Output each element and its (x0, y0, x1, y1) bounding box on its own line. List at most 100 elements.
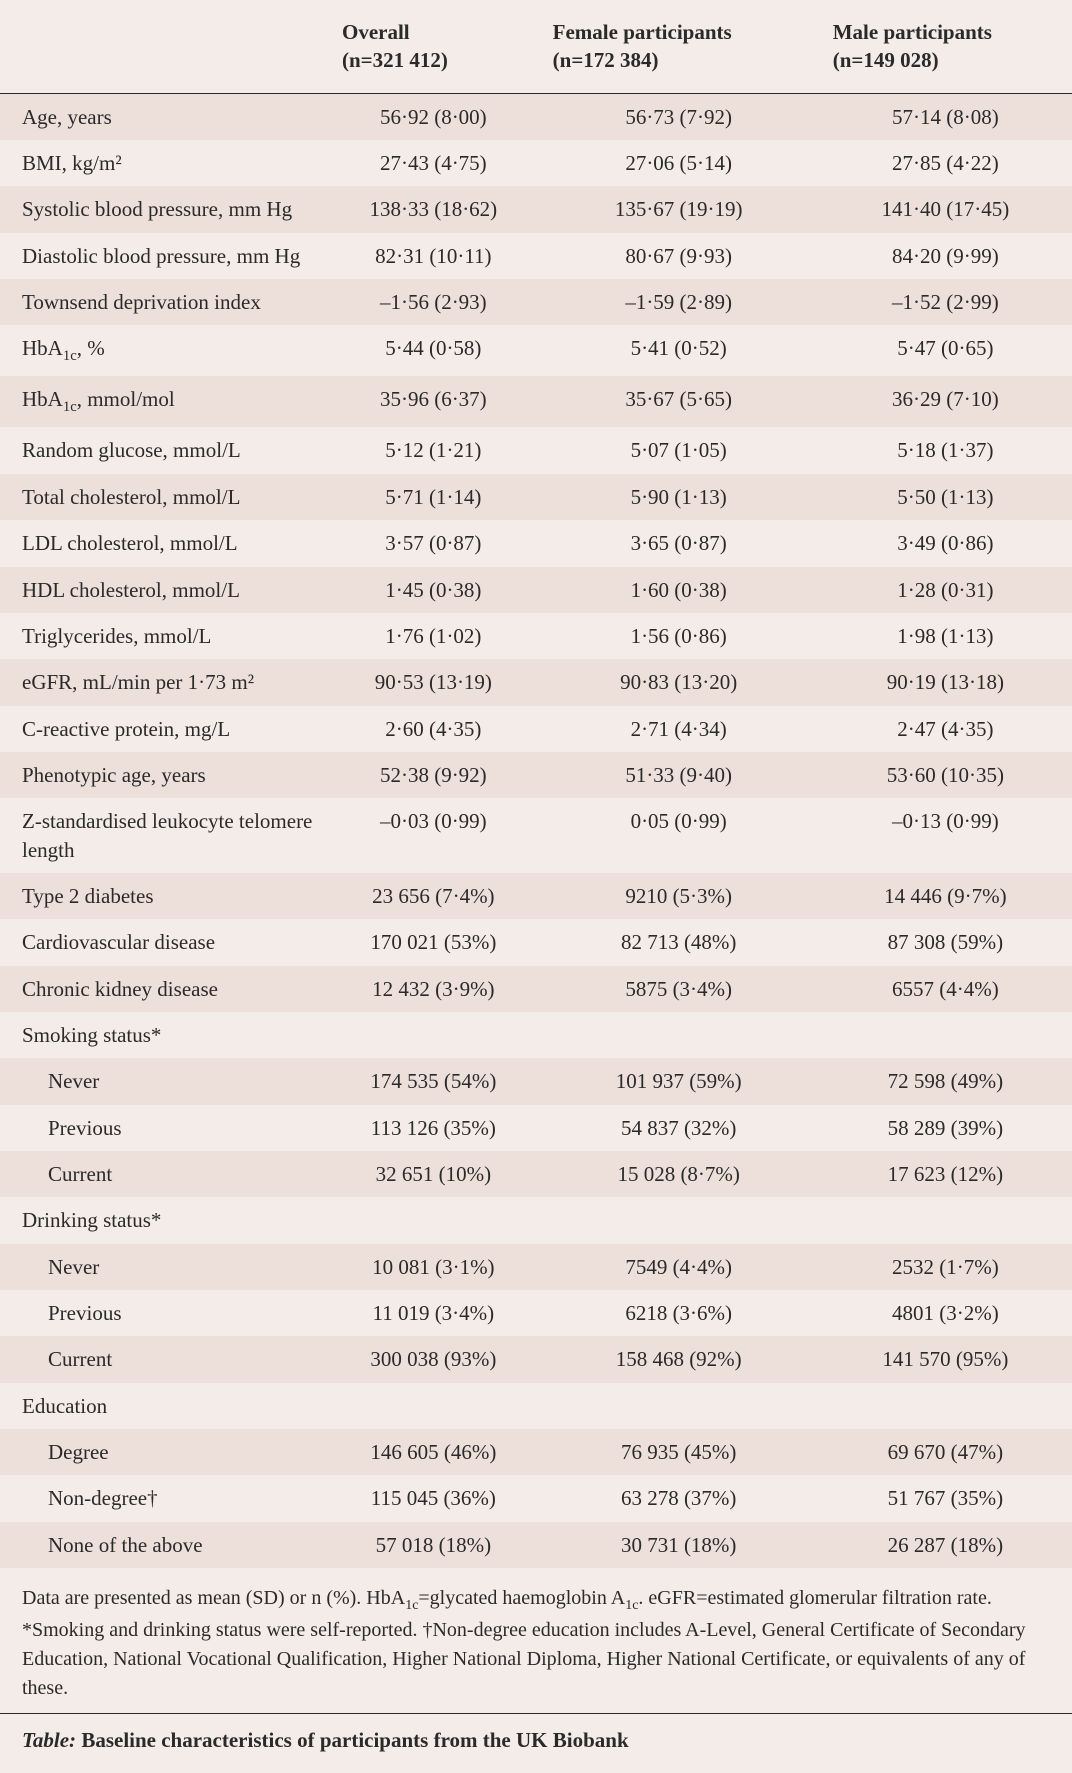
table-row: Z-standardised leukocyte telomere length… (0, 798, 1072, 873)
cell-overall: 3·57 (0·87) (328, 520, 539, 566)
cell-male: 17 623 (12%) (819, 1151, 1072, 1197)
row-label: Type 2 diabetes (0, 873, 328, 919)
cell-female: 135·67 (19·19) (539, 186, 819, 232)
cell-female: 80·67 (9·93) (539, 233, 819, 279)
table-row: Smoking status* (0, 1012, 1072, 1058)
table-row: BMI, kg/m²27·43 (4·75)27·06 (5·14)27·85 … (0, 140, 1072, 186)
cell-female: 7549 (4·4%) (539, 1244, 819, 1290)
cell-male: 90·19 (13·18) (819, 659, 1072, 705)
table-caption: Table: Baseline characteristics of parti… (0, 1714, 1072, 1773)
cell-female: 5·07 (1·05) (539, 427, 819, 473)
row-label: Townsend deprivation index (0, 279, 328, 325)
header-female: Female participants (n=172 384) (539, 0, 819, 93)
cell-male: 58 289 (39%) (819, 1105, 1072, 1151)
cell-male: 141 570 (95%) (819, 1336, 1072, 1382)
cell-female: 15 028 (8·7%) (539, 1151, 819, 1197)
cell-overall: 300 038 (93%) (328, 1336, 539, 1382)
cell-overall: 138·33 (18·62) (328, 186, 539, 232)
row-label: HbA1c, % (0, 325, 328, 376)
row-label: Non-degree† (0, 1475, 328, 1521)
table-row: Current32 651 (10%)15 028 (8·7%)17 623 (… (0, 1151, 1072, 1197)
table-row: LDL cholesterol, mmol/L3·57 (0·87)3·65 (… (0, 520, 1072, 566)
cell-male: 3·49 (0·86) (819, 520, 1072, 566)
row-label: Phenotypic age, years (0, 752, 328, 798)
caption-text: Baseline characteristics of participants… (76, 1728, 629, 1752)
table-row: Total cholesterol, mmol/L5·71 (1·14)5·90… (0, 474, 1072, 520)
row-label: Never (0, 1244, 328, 1290)
cell-male: 84·20 (9·99) (819, 233, 1072, 279)
cell-female: 56·73 (7·92) (539, 93, 819, 140)
cell-female: 30 731 (18%) (539, 1522, 819, 1568)
cell-male: –1·52 (2·99) (819, 279, 1072, 325)
table-row: Degree146 605 (46%)76 935 (45%)69 670 (4… (0, 1429, 1072, 1475)
cell-overall: 10 081 (3·1%) (328, 1244, 539, 1290)
baseline-table: Overall (n=321 412) Female participants … (0, 0, 1072, 1568)
cell-female: 82 713 (48%) (539, 919, 819, 965)
cell-overall: –1·56 (2·93) (328, 279, 539, 325)
cell-female: –1·59 (2·89) (539, 279, 819, 325)
cell-male: 141·40 (17·45) (819, 186, 1072, 232)
header-female-line2: (n=172 384) (553, 48, 659, 72)
cell-overall: 11 019 (3·4%) (328, 1290, 539, 1336)
cell-overall: 5·71 (1·14) (328, 474, 539, 520)
header-male-line1: Male participants (833, 20, 992, 44)
cell-overall: 115 045 (36%) (328, 1475, 539, 1521)
row-label: None of the above (0, 1522, 328, 1568)
cell-male: 5·50 (1·13) (819, 474, 1072, 520)
table-row: eGFR, mL/min per 1·73 m²90·53 (13·19)90·… (0, 659, 1072, 705)
table-container: Overall (n=321 412) Female participants … (0, 0, 1072, 1773)
cell-male: 5·47 (0·65) (819, 325, 1072, 376)
cell-female: 5·90 (1·13) (539, 474, 819, 520)
cell-male: 69 670 (47%) (819, 1429, 1072, 1475)
table-row: Current300 038 (93%)158 468 (92%)141 570… (0, 1336, 1072, 1382)
cell-female: 1·60 (0·38) (539, 567, 819, 613)
row-label: Cardiovascular disease (0, 919, 328, 965)
table-row: Previous113 126 (35%)54 837 (32%)58 289 … (0, 1105, 1072, 1151)
table-row: Never174 535 (54%)101 937 (59%)72 598 (4… (0, 1058, 1072, 1104)
row-label: Total cholesterol, mmol/L (0, 474, 328, 520)
row-label: Degree (0, 1429, 328, 1475)
cell-female: 9210 (5·3%) (539, 873, 819, 919)
row-label: Chronic kidney disease (0, 966, 328, 1012)
cell-female: 101 937 (59%) (539, 1058, 819, 1104)
cell-male: 26 287 (18%) (819, 1522, 1072, 1568)
row-label: Z-standardised leukocyte telomere length (0, 798, 328, 873)
cell-overall: 146 605 (46%) (328, 1429, 539, 1475)
cell-female: 2·71 (4·34) (539, 706, 819, 752)
cell-male: 57·14 (8·08) (819, 93, 1072, 140)
cell-overall: 52·38 (9·92) (328, 752, 539, 798)
cell-overall: 82·31 (10·11) (328, 233, 539, 279)
table-row: Never10 081 (3·1%)7549 (4·4%)2532 (1·7%) (0, 1244, 1072, 1290)
section-header: Smoking status* (0, 1012, 1072, 1058)
cell-female: 158 468 (92%) (539, 1336, 819, 1382)
cell-male: 1·28 (0·31) (819, 567, 1072, 613)
cell-overall: 1·45 (0·38) (328, 567, 539, 613)
header-overall-line1: Overall (342, 20, 410, 44)
cell-male: –0·13 (0·99) (819, 798, 1072, 873)
table-row: Phenotypic age, years52·38 (9·92)51·33 (… (0, 752, 1072, 798)
table-row: Diastolic blood pressure, mm Hg82·31 (10… (0, 233, 1072, 279)
cell-overall: 170 021 (53%) (328, 919, 539, 965)
cell-male: 4801 (3·2%) (819, 1290, 1072, 1336)
cell-overall: 174 535 (54%) (328, 1058, 539, 1104)
table-row: Age, years56·92 (8·00)56·73 (7·92)57·14 … (0, 93, 1072, 140)
header-row: Overall (n=321 412) Female participants … (0, 0, 1072, 93)
table-row: Chronic kidney disease12 432 (3·9%)5875 … (0, 966, 1072, 1012)
cell-overall: 5·44 (0·58) (328, 325, 539, 376)
cell-male: 53·60 (10·35) (819, 752, 1072, 798)
cell-overall: 2·60 (4·35) (328, 706, 539, 752)
cell-male: 36·29 (7·10) (819, 376, 1072, 427)
row-label: HDL cholesterol, mmol/L (0, 567, 328, 613)
table-row: Education (0, 1383, 1072, 1429)
table-row: HbA1c, %5·44 (0·58)5·41 (0·52)5·47 (0·65… (0, 325, 1072, 376)
cell-female: 3·65 (0·87) (539, 520, 819, 566)
header-male: Male participants (n=149 028) (819, 0, 1072, 93)
row-label: Previous (0, 1105, 328, 1151)
table-row: Drinking status* (0, 1197, 1072, 1243)
cell-overall: 35·96 (6·37) (328, 376, 539, 427)
row-label: Never (0, 1058, 328, 1104)
cell-female: 1·56 (0·86) (539, 613, 819, 659)
cell-male: 14 446 (9·7%) (819, 873, 1072, 919)
table-row: Triglycerides, mmol/L1·76 (1·02)1·56 (0·… (0, 613, 1072, 659)
table-row: None of the above57 018 (18%)30 731 (18%… (0, 1522, 1072, 1568)
